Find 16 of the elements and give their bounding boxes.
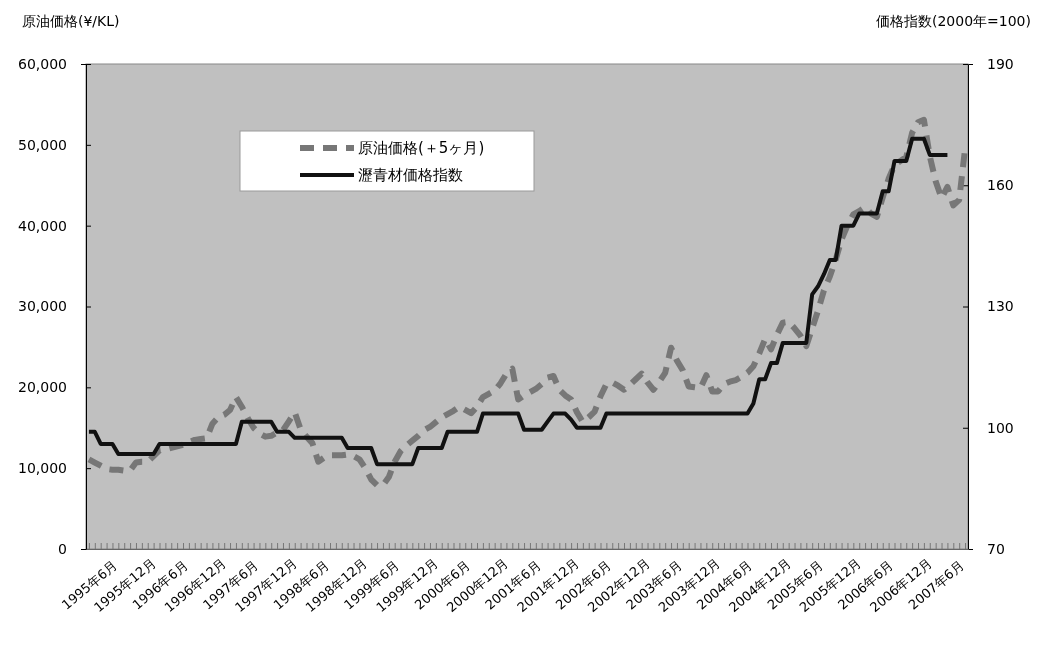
y-axis-title: 原油価格(¥/KL) — [22, 13, 120, 29]
y-tick-label: 10,000 — [18, 460, 67, 477]
y-tick-label: 50,000 — [18, 136, 67, 153]
y2-tick-label: 70 — [987, 540, 1005, 557]
y2-axis-title: 価格指数(2000年=100) — [875, 13, 1031, 29]
y-tick-label: 30,000 — [18, 298, 67, 315]
y-tick-label: 0 — [58, 540, 67, 557]
y2-tick-label: 130 — [987, 298, 1014, 315]
y-tick-label: 20,000 — [18, 379, 67, 396]
y-tick-label: 40,000 — [18, 217, 67, 234]
y2-tick-label: 160 — [987, 177, 1014, 194]
legend-label: 瀝青材価格指数 — [358, 166, 463, 184]
y2-tick-label: 100 — [987, 419, 1014, 436]
y2-tick-label: 190 — [987, 55, 1014, 72]
y-tick-label: 60,000 — [18, 55, 67, 72]
legend-label: 原油価格(＋5ヶ月) — [358, 139, 485, 157]
